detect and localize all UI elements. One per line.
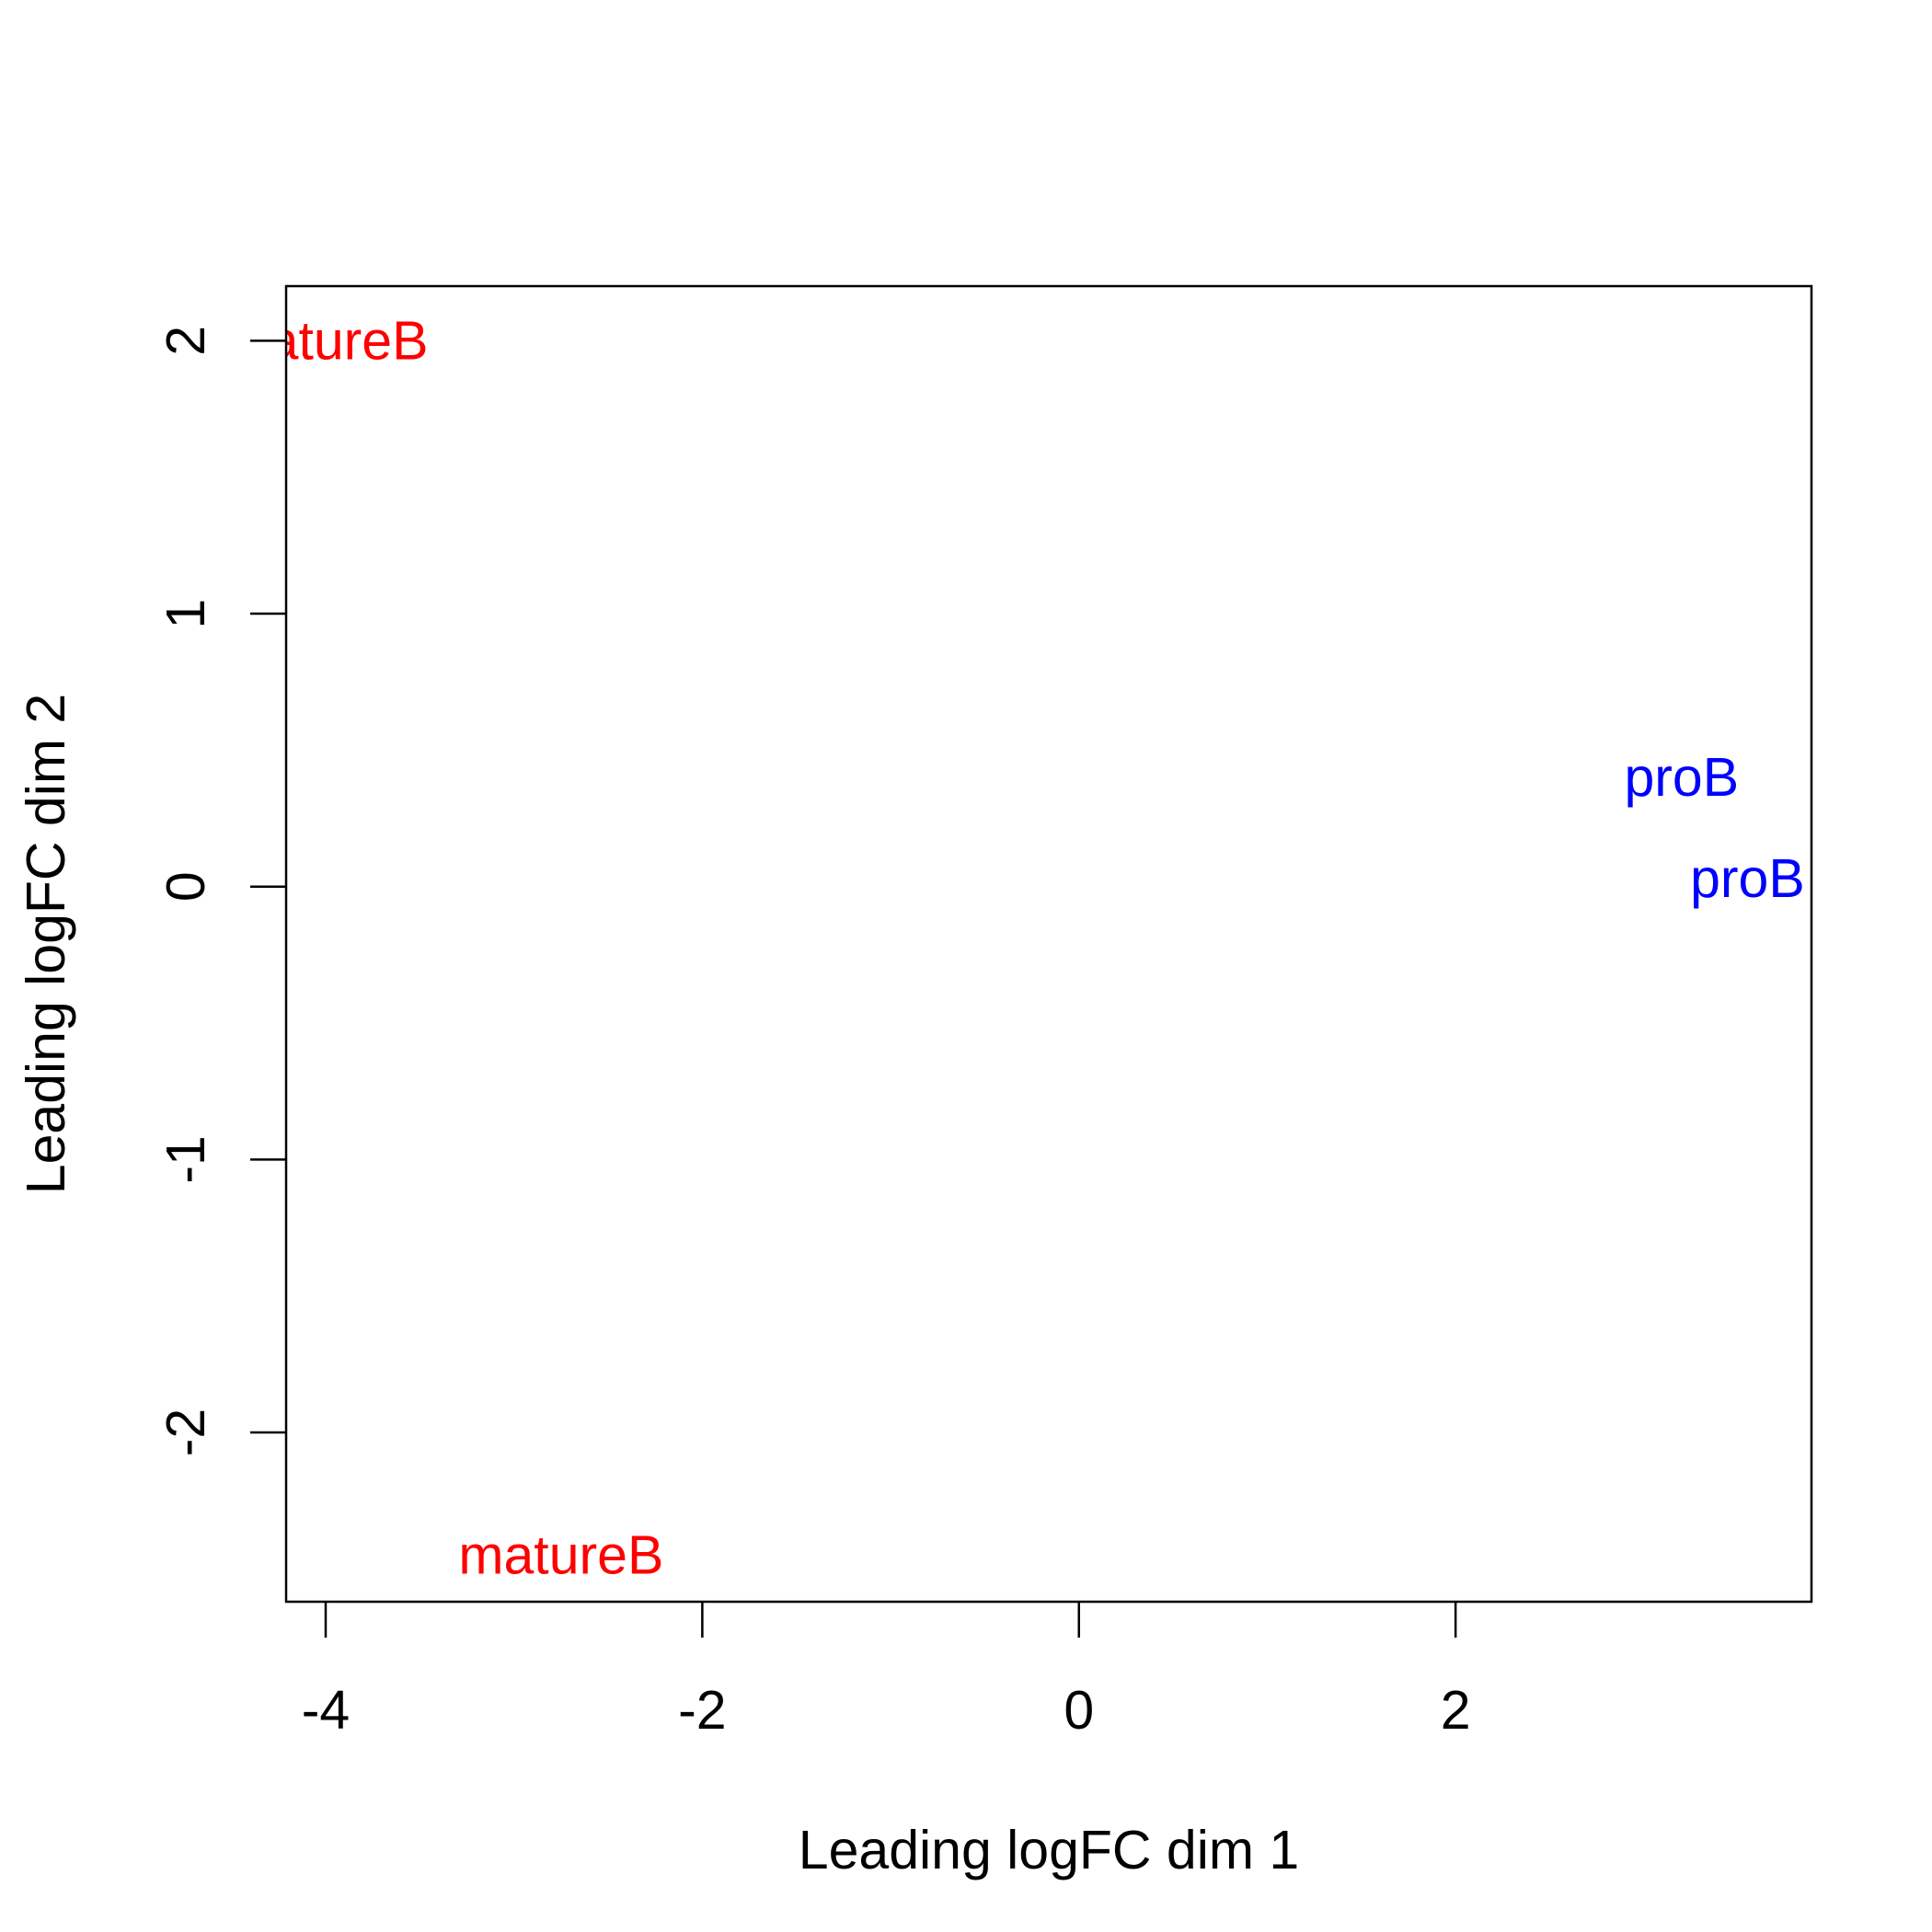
- point-label-matureb: matureB: [223, 310, 428, 371]
- x-tick-label: -4: [302, 1680, 350, 1741]
- point-labels: matureB matureB proB proB: [223, 310, 1805, 1586]
- y-axis-title: Leading logFC dim 2: [16, 694, 76, 1194]
- point-label-prob: proB: [1624, 747, 1739, 808]
- point-label-prob: proB: [1690, 848, 1805, 909]
- y-tick-label: -2: [155, 1409, 216, 1456]
- x-tick-label: -2: [678, 1680, 726, 1741]
- y-tick-label: 1: [155, 599, 216, 629]
- x-axis-title: Leading logFC dim 1: [799, 1820, 1299, 1880]
- x-tick-label: 0: [1064, 1680, 1094, 1741]
- x-tick-label: 2: [1441, 1680, 1471, 1741]
- y-tick-label: -1: [155, 1135, 216, 1183]
- y-tick-label: 0: [155, 871, 216, 902]
- plot-frame: [284, 284, 1813, 1604]
- y-tick-label: 2: [155, 326, 216, 356]
- point-label-matureb: matureB: [458, 1525, 663, 1586]
- axis-ticks: -4 -2 0 2 -2 -1 0 1 2: [155, 326, 1471, 1741]
